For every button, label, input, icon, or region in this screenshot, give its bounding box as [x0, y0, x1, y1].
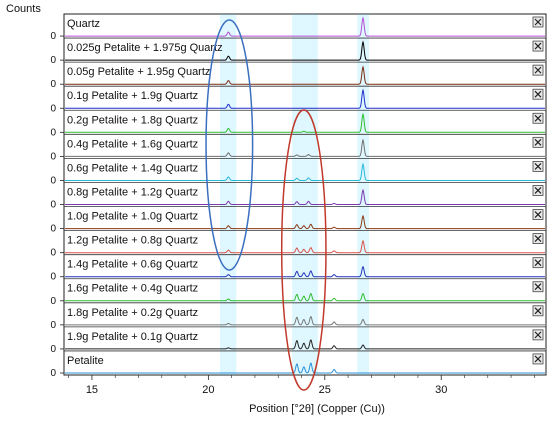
series-line — [65, 339, 545, 350]
panel-11: 1.6g Petalite + 0.4g Quartz 0 — [50, 278, 546, 307]
close-box-icon[interactable] — [532, 40, 544, 52]
baseline-tick-label: 0 — [50, 103, 56, 114]
series-label: 0.025g Petalite + 1.975g Quartz — [67, 42, 223, 54]
series-line — [65, 188, 545, 205]
series-label: 0.1g Petalite + 1.9g Quartz — [67, 90, 198, 102]
panel-1: 0.025g Petalite + 1.975g Quartz 0 — [50, 37, 546, 66]
series-line — [65, 265, 545, 278]
annotation-ellipses — [205, 19, 327, 391]
series-label: 0.05g Petalite + 1.95g Quartz — [67, 66, 210, 78]
baseline-tick-label: 0 — [50, 55, 56, 66]
baseline-tick-label: 0 — [50, 200, 56, 211]
panel-12: 1.8g Petalite + 0.2g Quartz 0 — [50, 302, 546, 331]
close-box-icon[interactable] — [532, 233, 544, 245]
series-label: 1.8g Petalite + 0.2g Quartz — [67, 307, 198, 319]
series-label: 0.4g Petalite + 1.6g Quartz — [67, 138, 198, 150]
baseline-tick-label: 0 — [50, 368, 56, 379]
series-line — [65, 214, 545, 230]
panel-8: 1.0g Petalite + 1.0g Quartz 0 — [50, 206, 546, 235]
panel-0: Quartz 0 — [50, 16, 545, 42]
x-axis-label: Position [°2θ] (Copper (Cu)) — [249, 403, 385, 415]
series-line — [65, 112, 545, 133]
baseline-tick-label: 0 — [50, 272, 56, 283]
close-box-icon[interactable] — [532, 281, 544, 293]
series-line — [65, 162, 545, 181]
close-box-icon[interactable] — [532, 257, 544, 269]
panel-5: 0.4g Petalite + 1.6g Quartz 0 — [50, 133, 546, 162]
baseline-tick-label: 0 — [50, 31, 56, 42]
close-box-icon[interactable] — [532, 64, 544, 76]
series-label: 1.4g Petalite + 0.6g Quartz — [67, 259, 198, 271]
x-axis-ticks: 15 20 25 30 — [68, 375, 535, 396]
panel-9: 1.2g Petalite + 0.8g Quartz 0 — [50, 230, 546, 259]
baseline-tick-label: 0 — [50, 127, 56, 138]
baseline-tick-label: 0 — [50, 344, 56, 355]
close-box-icon[interactable] — [532, 112, 544, 124]
series-label: 1.9g Petalite + 0.1g Quartz — [67, 331, 198, 343]
close-box-icon[interactable] — [532, 329, 544, 341]
panel-3: 0.1g Petalite + 1.9g Quartz 0 — [50, 85, 546, 114]
panel-7: 0.8g Petalite + 1.2g Quartz 0 — [50, 182, 546, 211]
baseline-tick-label: 0 — [50, 79, 56, 90]
panel-2: 0.05g Petalite + 1.95g Quartz 0 — [50, 61, 546, 90]
panel-6: 0.6g Petalite + 1.4g Quartz 0 — [50, 157, 546, 186]
close-box-icon[interactable] — [532, 305, 544, 317]
baseline-tick-label: 0 — [50, 296, 56, 307]
series-line — [65, 138, 545, 157]
close-box-icon[interactable] — [532, 88, 544, 100]
close-box-icon[interactable] — [532, 209, 544, 220]
close-box-icon[interactable] — [532, 160, 544, 172]
series-label: 0.6g Petalite + 1.4g Quartz — [67, 162, 198, 174]
close-box-icon[interactable] — [532, 136, 544, 148]
baseline-tick-label: 0 — [50, 224, 56, 235]
series-label: 1.2g Petalite + 0.8g Quartz — [67, 235, 198, 247]
baseline-tick-label: 0 — [50, 175, 56, 186]
series-label: Petalite — [67, 355, 104, 367]
baseline-tick-label: 0 — [50, 320, 56, 331]
series-label: 0.2g Petalite + 1.8g Quartz — [67, 114, 198, 126]
close-box-icon[interactable] — [532, 16, 544, 28]
series-line — [65, 292, 545, 302]
x-tick-label: 20 — [202, 384, 214, 396]
annotation-ellipse — [205, 19, 254, 271]
plot-frame — [63, 13, 547, 376]
highlight-band — [220, 14, 237, 375]
series-label: 1.6g Petalite + 0.4g Quartz — [67, 283, 198, 295]
series-line — [65, 362, 545, 374]
series-line — [65, 16, 545, 37]
panel-10: 1.4g Petalite + 0.6g Quartz 0 — [50, 254, 546, 283]
series-line — [65, 40, 545, 61]
series-line — [65, 65, 545, 85]
highlight-band — [357, 14, 370, 375]
y-axis-label: Counts — [6, 3, 41, 15]
close-box-icon[interactable] — [532, 185, 544, 196]
highlight-band — [292, 14, 318, 375]
series-line — [65, 316, 545, 326]
x-tick-label: 30 — [435, 384, 447, 396]
x-tick-label: 15 — [86, 384, 98, 396]
series-label: Quartz — [67, 18, 100, 30]
baseline-tick-label: 0 — [50, 248, 56, 259]
series-line — [65, 239, 545, 254]
series-line — [65, 88, 545, 109]
close-box-icon[interactable] — [532, 353, 544, 365]
panel-14: Petalite 0 — [50, 350, 546, 379]
baseline-tick-label: 0 — [50, 151, 56, 162]
annotation-ellipse — [280, 109, 327, 391]
series-label: 0.8g Petalite + 1.2g Quartz — [67, 186, 198, 198]
panel-13: 1.9g Petalite + 0.1g Quartz 0 — [50, 326, 546, 355]
x-tick-label: 25 — [319, 384, 331, 396]
series-label: 1.0g Petalite + 1.0g Quartz — [67, 211, 198, 223]
